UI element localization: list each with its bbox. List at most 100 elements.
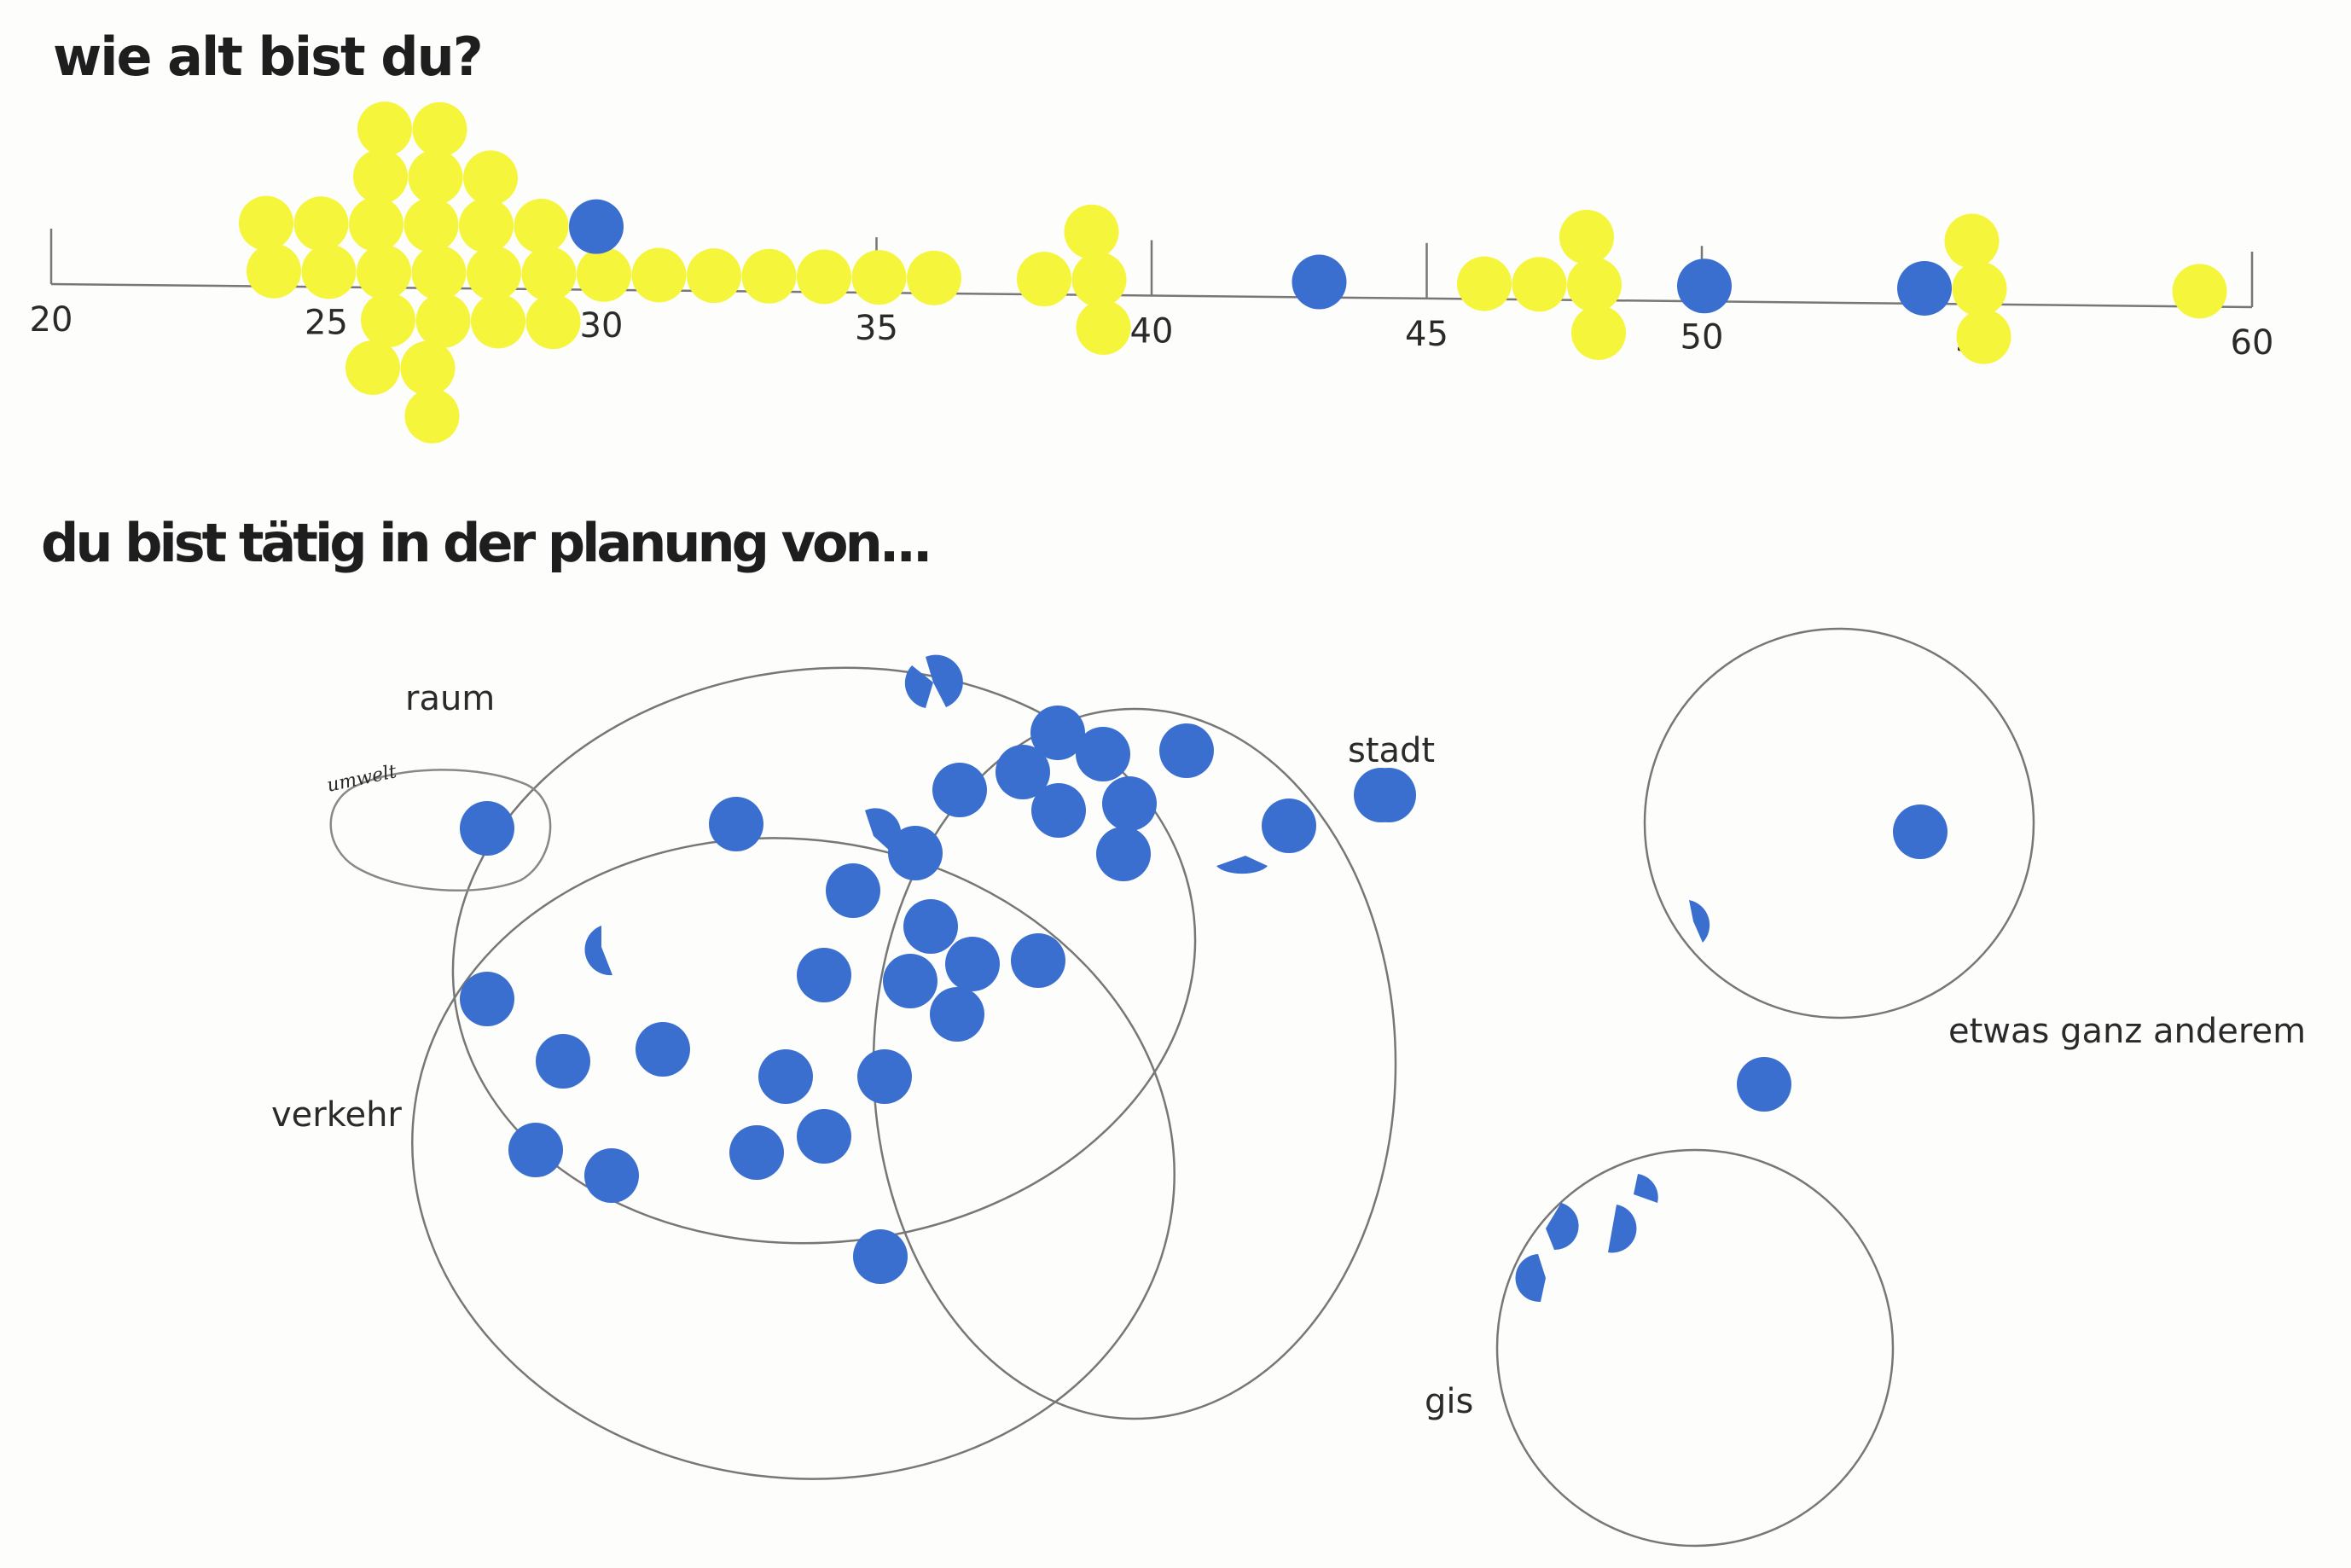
torn-sticker [1546, 1203, 1579, 1251]
age-sticker [797, 249, 851, 305]
age-sticker [301, 244, 357, 299]
age-sticker [1512, 257, 1567, 312]
label-etwas-ganz-anderem: etwas ganz anderem [1948, 1012, 2306, 1051]
sticker [729, 1125, 784, 1180]
sticker [1011, 933, 1065, 988]
age-sticker [403, 197, 459, 253]
torn-sticker [1216, 856, 1268, 874]
label-stadt: stadt [1348, 731, 1435, 770]
age-sticker [1956, 309, 2011, 364]
age-axis-tick-label: 45 [1405, 315, 1448, 354]
label-umwelt-handwritten: umwelt [325, 761, 398, 797]
sticker [1262, 799, 1316, 853]
sticker [1893, 804, 1948, 859]
age-axis-tick-label: 30 [580, 306, 624, 346]
torn-sticker [1608, 1205, 1637, 1253]
age-sticker [471, 293, 525, 349]
sticker [883, 954, 937, 1008]
age-sticker [415, 293, 471, 348]
sticker [636, 1022, 690, 1077]
age-axis-tick-label: 40 [1130, 312, 1174, 351]
age-sticker [345, 340, 400, 395]
circle-verkehr [411, 837, 1176, 1480]
circle-umwelt [329, 769, 552, 892]
age-sticker [1897, 260, 1952, 316]
age-sticker [2172, 264, 2227, 319]
age-sticker [357, 102, 412, 157]
age-sticker [1071, 252, 1127, 307]
age-sticker [907, 250, 961, 305]
torn-sticker [865, 808, 902, 853]
age-sticker [1017, 252, 1071, 307]
age-sticker [1952, 261, 2007, 317]
age-sticker [467, 246, 521, 301]
age-sticker [404, 388, 460, 444]
torn-sticker [584, 926, 612, 976]
label-gis: gis [1425, 1382, 1473, 1421]
age-sticker [1571, 305, 1626, 360]
sticker [932, 763, 987, 817]
sticker [1737, 1057, 1791, 1112]
sticker [888, 826, 943, 880]
sticker [508, 1123, 563, 1177]
age-sticker [525, 294, 581, 350]
sticker [1030, 706, 1085, 760]
age-stickers [239, 102, 2227, 444]
label-raum: raum [405, 679, 495, 718]
age-sticker [293, 196, 349, 252]
sticker [1031, 783, 1086, 838]
sticker [1159, 723, 1214, 778]
age-sticker [357, 245, 411, 300]
circle-gis [1495, 1148, 1895, 1548]
label-verkehr: verkehr [271, 1095, 402, 1135]
age-axis-tick-label: 20 [30, 300, 73, 340]
sticker [1102, 776, 1157, 831]
age-sticker [521, 247, 577, 302]
torn-sticker [1634, 1174, 1658, 1203]
age-sticker [514, 199, 569, 254]
age-sticker [577, 247, 631, 302]
sticker [826, 863, 880, 918]
age-sticker [353, 149, 408, 205]
circle-raum [451, 666, 1197, 1245]
age-question-title: wie alt bist du? [53, 26, 484, 88]
age-sticker [1457, 256, 1512, 311]
sticker [758, 1049, 813, 1104]
circle-etwas-ganz-anderem [1643, 627, 2035, 1019]
age-sticker [1292, 254, 1347, 310]
age-axis-tick-label: 60 [2231, 323, 2274, 363]
age-sticker [851, 250, 907, 305]
torn-sticker [1689, 900, 1710, 943]
sticker [797, 1109, 851, 1164]
age-sticker [408, 149, 463, 205]
sticker [903, 899, 958, 954]
sticker [709, 797, 763, 851]
age-sticker [1559, 209, 1614, 264]
sticker [1096, 827, 1151, 881]
age-sticker [247, 243, 301, 299]
sticker [460, 801, 514, 856]
torn-sticker [1515, 1254, 1546, 1303]
age-sticker [1944, 213, 2000, 269]
age-axis-tick-label: 50 [1681, 317, 1724, 357]
planning-question-title: du bist tätig in der planung von... [41, 512, 932, 574]
age-sticker [412, 102, 467, 157]
age-sticker [687, 248, 741, 304]
sticker [930, 987, 984, 1042]
sticker [797, 948, 851, 1002]
sticker [857, 1049, 912, 1104]
torn-sticker [926, 654, 963, 707]
age-sticker [1076, 299, 1131, 355]
sticker [945, 937, 1000, 991]
age-sticker [741, 248, 797, 304]
sticker [1076, 727, 1130, 781]
age-sticker [349, 196, 403, 252]
torn-sticker [904, 665, 933, 708]
sticker [1361, 768, 1416, 822]
age-sticker [1064, 204, 1119, 259]
sticker [536, 1034, 590, 1089]
age-sticker [463, 150, 518, 206]
age-sticker [459, 198, 514, 253]
